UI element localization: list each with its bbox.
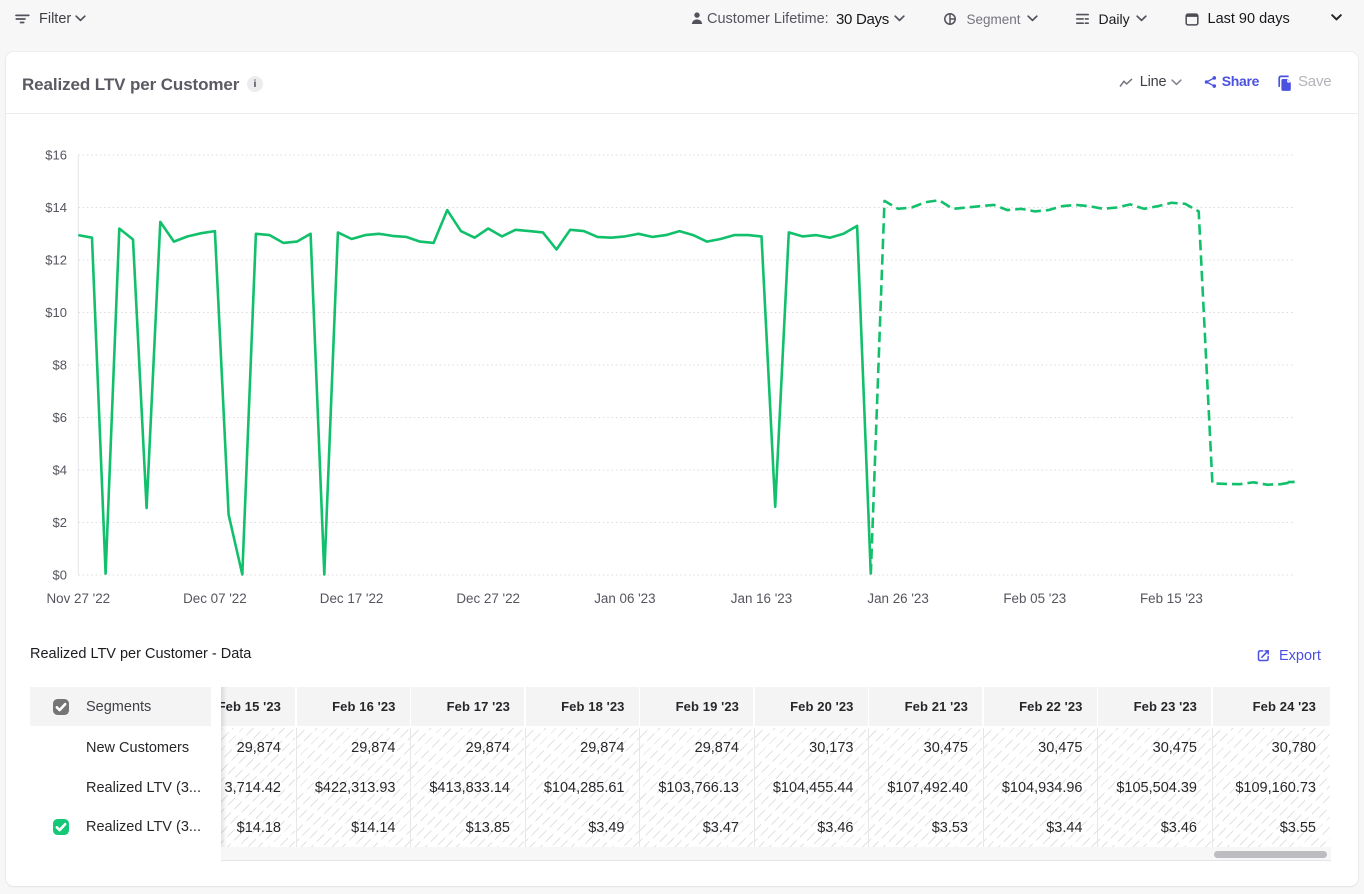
svg-text:Jan 06 '23: Jan 06 '23 xyxy=(594,591,655,606)
svg-text:$2: $2 xyxy=(53,515,67,530)
svg-text:Jan 26 '23: Jan 26 '23 xyxy=(867,591,928,606)
svg-text:Dec 27 '22: Dec 27 '22 xyxy=(456,591,520,606)
svg-text:$6: $6 xyxy=(53,410,67,425)
svg-text:Nov 27 '22: Nov 27 '22 xyxy=(46,591,110,606)
svg-text:$16: $16 xyxy=(45,147,67,162)
svg-text:Dec 07 '22: Dec 07 '22 xyxy=(183,591,247,606)
svg-text:$0: $0 xyxy=(53,567,67,582)
svg-text:$12: $12 xyxy=(45,252,67,267)
svg-text:Jan 16 '23: Jan 16 '23 xyxy=(731,591,792,606)
svg-text:$10: $10 xyxy=(45,305,67,320)
svg-text:$14: $14 xyxy=(45,200,67,215)
svg-text:Dec 17 '22: Dec 17 '22 xyxy=(320,591,384,606)
svg-text:Feb 05 '23: Feb 05 '23 xyxy=(1003,591,1066,606)
svg-text:$4: $4 xyxy=(53,462,67,477)
svg-text:$8: $8 xyxy=(53,357,67,372)
svg-text:Feb 15 '23: Feb 15 '23 xyxy=(1140,591,1203,606)
